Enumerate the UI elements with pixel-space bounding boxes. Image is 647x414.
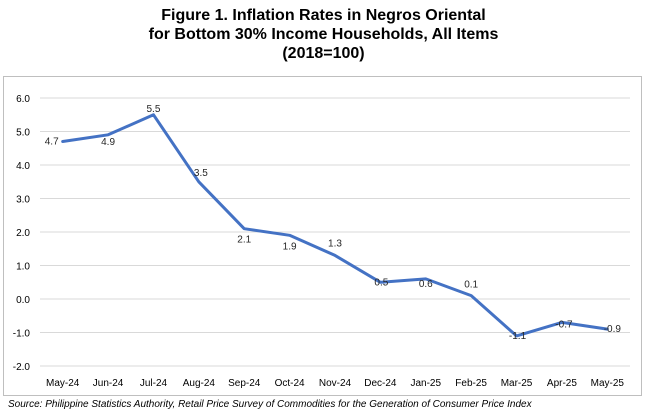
data-label: 5.5 — [147, 104, 161, 115]
x-tick-label: Mar-25 — [501, 378, 533, 389]
chart-title-line-3: (2018=100) — [282, 45, 365, 62]
x-tick-label: Jan-25 — [410, 378, 441, 389]
data-label: 0.1 — [464, 280, 478, 291]
chart-title: Figure 1. Inflation Rates in Negros Orie… — [0, 6, 647, 63]
data-label: 1.9 — [283, 241, 297, 252]
data-label: 3.5 — [194, 168, 208, 179]
y-tick-label: 3.0 — [16, 195, 30, 206]
data-label: 2.1 — [237, 235, 251, 246]
y-tick-label: -2.0 — [13, 362, 31, 373]
data-label: 0.5 — [374, 277, 388, 288]
y-tick-label: 2.0 — [16, 228, 30, 239]
data-label: 1.3 — [328, 238, 342, 249]
y-tick-label: 4.0 — [16, 161, 30, 172]
x-tick-label: Jul-24 — [140, 378, 168, 389]
series-line-layer — [61, 113, 609, 338]
x-tick-label: Aug-24 — [183, 378, 216, 389]
x-tick-label: May-25 — [591, 378, 625, 389]
x-tick-label: Nov-24 — [319, 378, 352, 389]
x-tick-label: Dec-24 — [364, 378, 397, 389]
x-tick-label: Jun-24 — [93, 378, 124, 389]
data-label: -0.9 — [604, 324, 622, 335]
data-label: -1.1 — [509, 331, 527, 342]
chart-area-border — [3, 76, 642, 396]
chart-title-line-1: Figure 1. Inflation Rates in Negros Orie… — [161, 7, 486, 24]
series-line — [61, 113, 609, 338]
y-tick-label: -1.0 — [13, 329, 31, 340]
y-tick-label: 0.0 — [16, 295, 30, 306]
y-axis-ticks: 6.0 5.0 4.0 3.0 2.0 1.0 0.0 -1.0 -2.0 — [13, 94, 31, 373]
gridlines — [40, 97, 630, 367]
data-labels: 4.7 4.9 5.5 3.5 2.1 1.9 1.3 0.5 0.6 0.1 -1.1 -0.7 -0… — [45, 104, 622, 342]
chart-title-line-2: for Bottom 30% Income Households, All It… — [148, 26, 499, 43]
data-label: 4.9 — [101, 137, 115, 148]
data-label: 4.7 — [45, 137, 59, 148]
x-tick-label: Apr-25 — [547, 378, 577, 389]
y-tick-label: 5.0 — [16, 128, 30, 139]
x-tick-label: May-24 — [46, 378, 80, 389]
data-label: -0.7 — [555, 319, 573, 330]
x-tick-label: Feb-25 — [455, 378, 487, 389]
x-tick-label: Sep-24 — [228, 378, 261, 389]
x-axis-ticks: May-24 Jun-24 Jul-24 Aug-24 Sep-24 Oct-24 Nov-… — [46, 378, 624, 389]
y-tick-label: 1.0 — [16, 262, 30, 273]
data-label: 0.6 — [419, 279, 433, 290]
y-tick-label: 6.0 — [16, 94, 30, 105]
x-tick-label: Oct-24 — [275, 378, 305, 389]
source-note: Source: Philippine Statistics Authority,… — [8, 399, 532, 410]
